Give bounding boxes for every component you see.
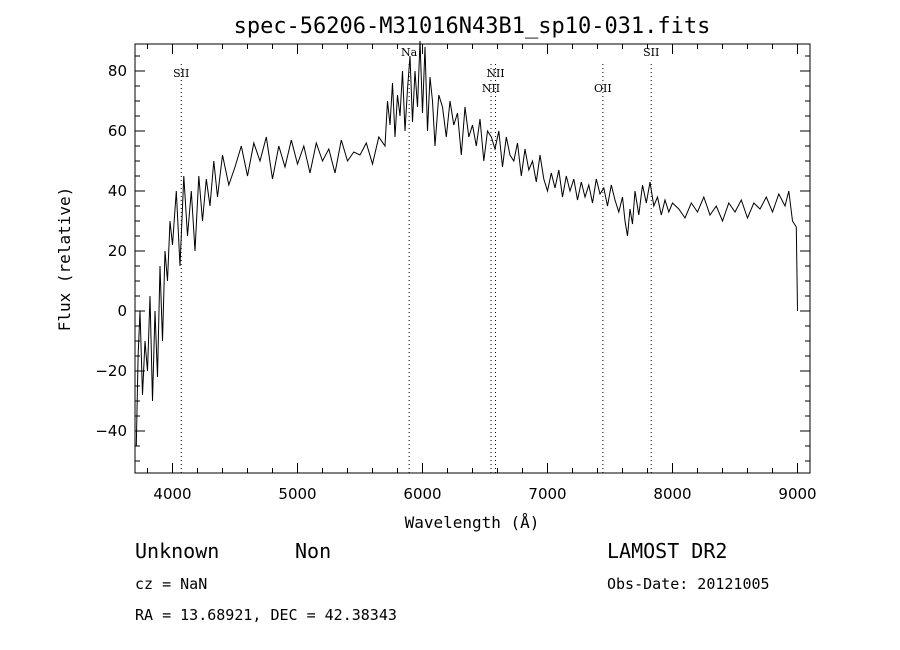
plot-frame (134, 43, 811, 474)
chart-title: spec-56206-M31016N43B1_sp10-031.fits (234, 14, 711, 39)
emission-line-markers: SII Na NII NII OII SII (173, 46, 659, 473)
y-axis-ticks: −40 −20 0 20 40 60 80 (95, 55, 810, 462)
x-tick-label: 7000 (528, 485, 566, 503)
y-tick-label: 20 (108, 242, 127, 260)
x-axis-label: Wavelength (Å) (405, 513, 540, 532)
x-tick-label: 8000 (653, 485, 691, 503)
y-tick-label: −20 (95, 362, 127, 380)
line-marker-label: SII (173, 67, 189, 80)
footer-survey: LAMOST DR2 (607, 539, 727, 563)
y-tick-label: 0 (117, 302, 127, 320)
footer-subclass: Non (295, 539, 331, 563)
x-tick-label: 9000 (778, 485, 816, 503)
line-marker-label: NII (486, 67, 504, 80)
y-tick-label: 60 (108, 122, 127, 140)
footer-class: Unknown (135, 539, 219, 563)
x-tick-label: 4000 (153, 485, 191, 503)
footer-radec: RA = 13.68921, DEC = 42.38343 (135, 606, 397, 624)
line-marker-label: NII (482, 82, 500, 95)
x-tick-label: 6000 (403, 485, 441, 503)
x-tick-label: 5000 (278, 485, 316, 503)
footer-obs-date: Obs-Date: 20121005 (607, 575, 770, 593)
y-tick-label: 80 (108, 62, 127, 80)
x-axis-ticks: 4000 5000 6000 7000 8000 9000 (147, 44, 817, 503)
y-tick-label: −40 (95, 422, 127, 440)
spectrum-line (135, 40, 798, 447)
line-marker-label: Na (401, 46, 418, 59)
y-tick-label: 40 (108, 182, 127, 200)
line-marker-label: SII (643, 46, 659, 59)
footer-cz: cz = NaN (135, 575, 207, 593)
spectrum-series (135, 40, 798, 447)
line-marker-label: OII (594, 82, 612, 95)
y-axis-label: Flux (relative) (55, 187, 74, 332)
